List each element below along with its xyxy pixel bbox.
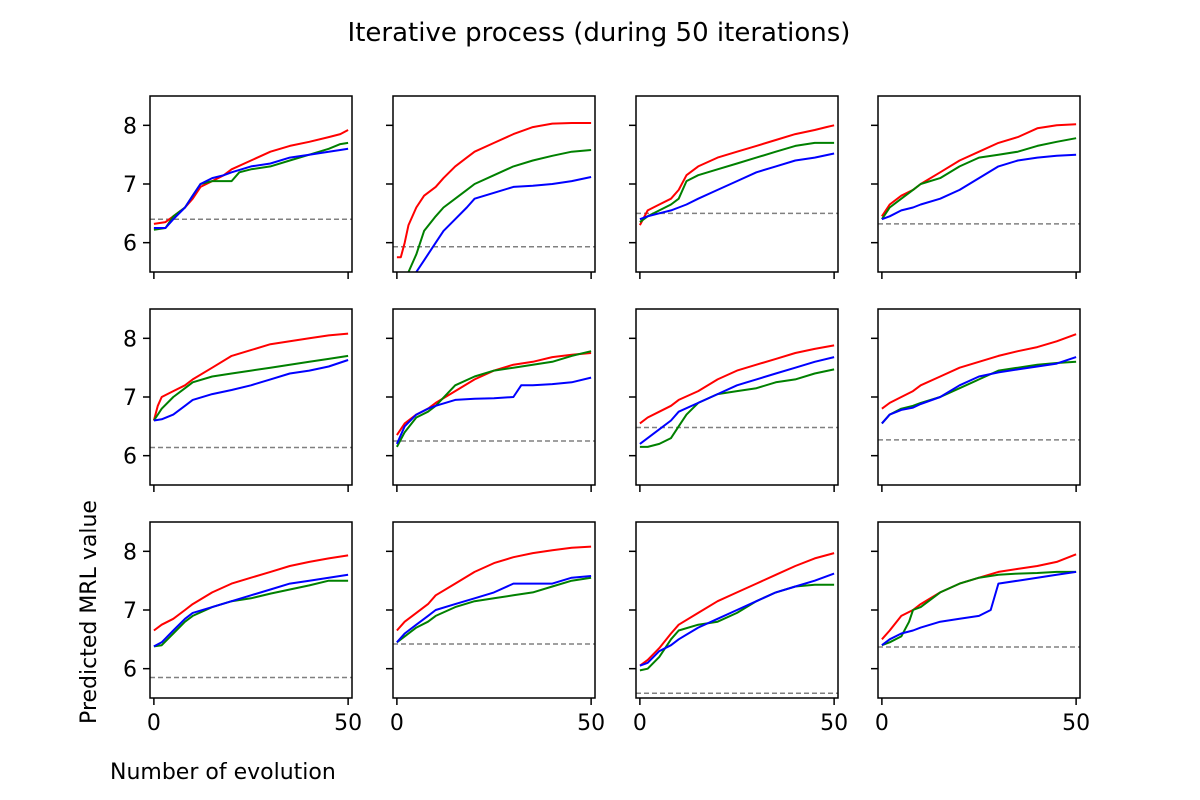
x-tick-label: 50 — [334, 711, 362, 736]
series-line-green — [396, 350, 592, 448]
y-axis-label: Predicted MRL value — [77, 500, 102, 724]
series-line-red — [881, 333, 1077, 410]
plot-area — [393, 122, 595, 272]
plot-area — [393, 545, 595, 645]
axes-frame — [392, 308, 596, 486]
axes-frame — [877, 95, 1081, 273]
subplot-2-4 — [871, 308, 1081, 492]
y-tick-label: 8 — [123, 327, 137, 352]
series-line-blue — [639, 356, 835, 445]
plot-area — [150, 332, 352, 449]
series-line-blue — [396, 575, 592, 643]
series-line-blue — [395, 376, 592, 445]
y-tick-label: 8 — [123, 540, 137, 565]
series-line-blue — [153, 147, 349, 229]
subplot-2-1: 6 7 8 — [123, 308, 353, 492]
series-line-green — [881, 360, 1077, 425]
axes-frame — [877, 521, 1081, 699]
subplot-3-4: 0 50 — [871, 521, 1090, 736]
series-line-blue — [881, 153, 1077, 221]
series-line-green — [153, 579, 349, 648]
figure-title: Iterative process (during 50 iterations) — [348, 18, 851, 48]
plot-area — [878, 123, 1080, 225]
y-tick-label: 7 — [123, 173, 137, 198]
series-line-green — [639, 583, 835, 672]
axes-frame — [635, 95, 839, 273]
x-tick-label: 50 — [1062, 711, 1090, 736]
series-line-blue — [415, 176, 592, 272]
plot-area — [878, 553, 1080, 648]
plot-area — [150, 554, 352, 679]
series-line-red — [639, 552, 835, 667]
series-line-green — [639, 368, 835, 448]
series-line-red — [152, 332, 349, 421]
y-tick-label: 8 — [123, 114, 137, 139]
x-tick-label: 0 — [633, 711, 647, 736]
series-line-blue — [881, 356, 1077, 425]
subplot-3-3: 0 50 — [629, 521, 848, 736]
plot-area — [636, 344, 838, 448]
subplot-2-3 — [629, 308, 839, 492]
subplot-3-2: 0 50 — [386, 521, 605, 736]
series-line-blue — [153, 573, 349, 648]
x-tick-label: 50 — [820, 711, 848, 736]
series-line-red — [153, 554, 349, 632]
x-tick-label: 50 — [577, 711, 605, 736]
x-tick-label: 0 — [390, 711, 404, 736]
series-line-blue — [881, 570, 1077, 646]
series-line-red — [881, 123, 1077, 217]
axes-frame — [149, 308, 353, 486]
subplot-1-4 — [871, 95, 1081, 279]
x-tick-label: 0 — [147, 711, 161, 736]
axes-frame — [877, 308, 1081, 486]
plot-area — [150, 129, 352, 231]
series-line-red — [396, 545, 592, 632]
plot-area — [636, 124, 838, 226]
subplot-3-1: 6 7 8 0 50 — [123, 521, 362, 736]
subplot-1-1: 6 7 8 — [123, 95, 353, 279]
y-tick-label: 6 — [123, 445, 137, 470]
x-axis-label: Number of evolution — [110, 760, 336, 785]
series-line-green — [639, 141, 835, 223]
series-line-green — [153, 354, 349, 422]
axes-frame — [149, 95, 353, 273]
y-tick-label: 7 — [123, 386, 137, 411]
y-tick-label: 6 — [123, 658, 137, 683]
series-line-red — [881, 553, 1077, 640]
x-tick-label: 0 — [875, 711, 889, 736]
y-tick-label: 7 — [123, 599, 137, 624]
axes-frame — [149, 521, 353, 699]
series-line-red — [639, 344, 835, 425]
series-line-blue — [639, 572, 835, 667]
series-line-green — [153, 141, 349, 231]
series-line-green — [407, 149, 592, 272]
series-line-green — [881, 137, 1077, 220]
plot-area — [393, 350, 595, 448]
series-line-green — [396, 576, 592, 644]
series-line-blue — [153, 359, 349, 422]
plot-area — [636, 552, 838, 695]
plot-area — [878, 333, 1080, 441]
series-line-red — [396, 122, 592, 259]
subplot-1-3 — [629, 95, 839, 279]
series-line-green — [881, 570, 1077, 647]
series-line-red — [639, 124, 835, 226]
subplot-2-2 — [386, 308, 596, 492]
axes-frame — [635, 308, 839, 486]
series-line-blue — [639, 152, 835, 221]
subplot-grid: 6 7 8 6 7 8 6 7 8 0 50 0 50 0 50 0 50 — [123, 95, 1090, 736]
y-tick-label: 6 — [123, 232, 137, 257]
subplot-1-2 — [386, 95, 596, 279]
series-line-red — [396, 352, 592, 436]
